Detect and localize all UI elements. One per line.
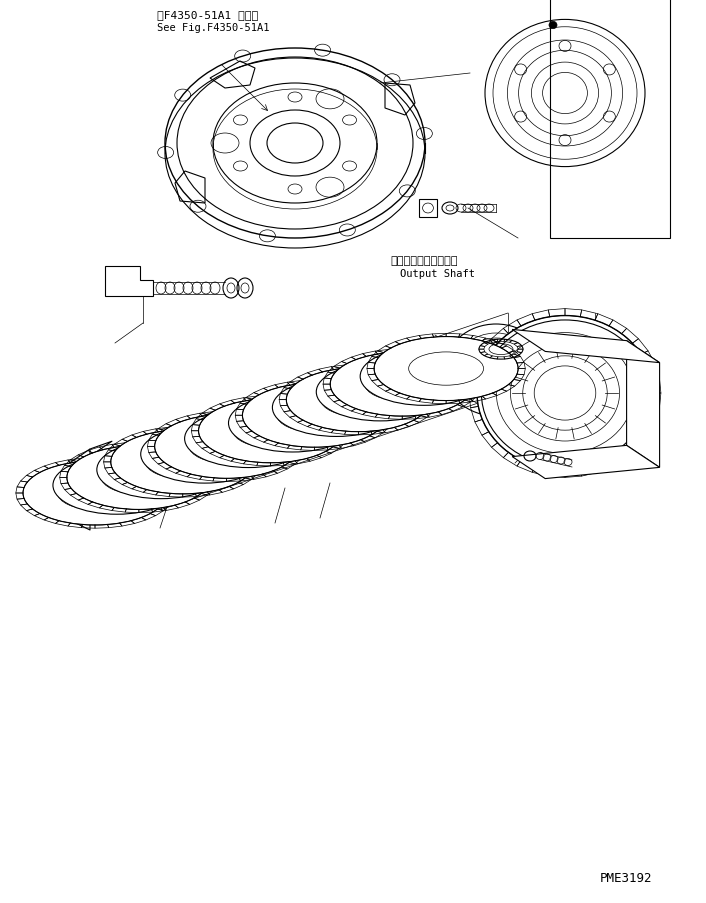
Ellipse shape [53, 457, 181, 515]
Ellipse shape [97, 442, 225, 499]
Polygon shape [512, 330, 659, 363]
Ellipse shape [360, 348, 488, 405]
Ellipse shape [67, 446, 211, 510]
Ellipse shape [316, 364, 444, 422]
Ellipse shape [155, 414, 299, 479]
Ellipse shape [477, 316, 653, 471]
Ellipse shape [184, 410, 313, 468]
Text: 第F4350-51A1 図参照: 第F4350-51A1 図参照 [157, 10, 258, 20]
Polygon shape [55, 442, 112, 473]
Ellipse shape [374, 337, 518, 401]
Ellipse shape [242, 384, 386, 448]
Ellipse shape [229, 395, 357, 452]
Text: PME3192: PME3192 [600, 871, 652, 884]
Ellipse shape [273, 379, 400, 437]
Text: アウトプットシャフト: アウトプットシャフト [390, 256, 457, 265]
Ellipse shape [549, 23, 557, 30]
Ellipse shape [23, 461, 167, 526]
Ellipse shape [111, 431, 255, 494]
Text: Output Shaft: Output Shaft [400, 269, 475, 279]
Ellipse shape [140, 425, 269, 484]
Text: See Fig.F4350-51A1: See Fig.F4350-51A1 [157, 23, 270, 33]
Ellipse shape [287, 368, 431, 433]
Polygon shape [627, 341, 659, 468]
Polygon shape [55, 450, 90, 530]
Polygon shape [105, 266, 153, 297]
Ellipse shape [198, 399, 342, 463]
Polygon shape [512, 446, 659, 479]
Ellipse shape [330, 353, 474, 416]
